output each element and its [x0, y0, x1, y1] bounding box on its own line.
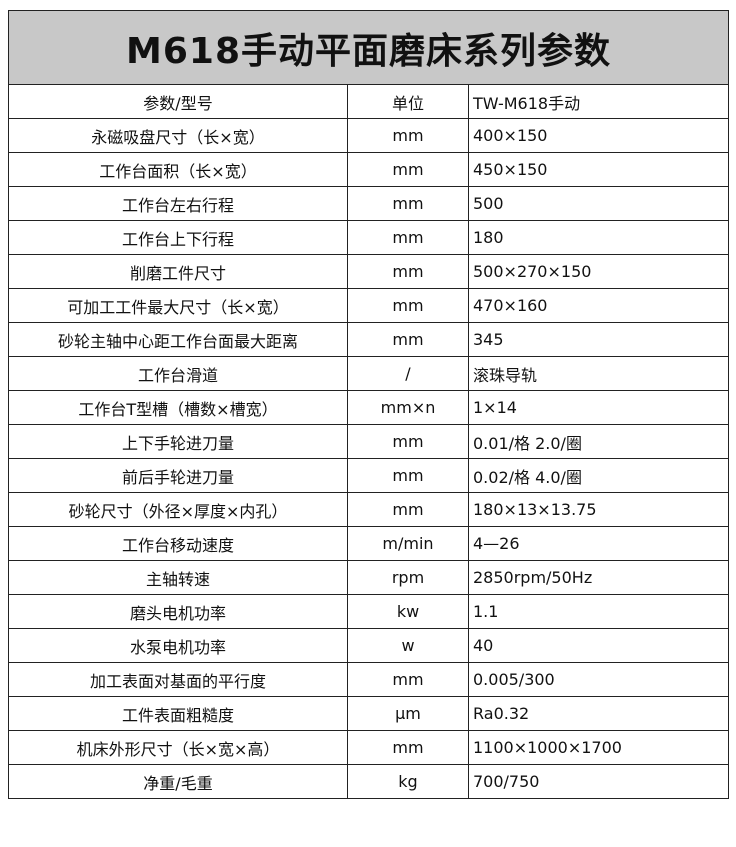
value-cell: 1100×1000×1700 — [467, 730, 730, 765]
title-row: M618手动平面磨床系列参数 — [7, 10, 730, 85]
table-row: 可加工工件最大尺寸（长×宽） mm 470×160 — [8, 288, 730, 323]
page-title: M618手动平面磨床系列参数 — [7, 10, 730, 85]
value-cell: 40 — [467, 628, 730, 663]
value-cell: 500 — [467, 186, 730, 221]
value-cell: 345 — [467, 322, 730, 357]
unit-cell: mm — [347, 254, 469, 289]
value-cell: 1×14 — [467, 390, 730, 425]
param-cell: 上下手轮进刀量 — [8, 424, 348, 459]
param-cell: 工作台滑道 — [8, 356, 348, 391]
param-cell: 水泵电机功率 — [8, 628, 348, 663]
unit-cell: mm — [347, 152, 469, 187]
value-cell: 180×13×13.75 — [467, 492, 730, 527]
header-param: 参数/型号 — [8, 84, 348, 119]
spec-table: M618手动平面磨床系列参数 参数/型号 单位 TW-M618手动 永磁吸盘尺寸… — [7, 10, 730, 799]
value-cell: 700/750 — [467, 764, 730, 799]
value-cell: 180 — [467, 220, 730, 255]
table-row: 主轴转速 rpm 2850rpm/50Hz — [8, 560, 730, 595]
table-row: 工作台T型槽（槽数×槽宽） mm×n 1×14 — [8, 390, 730, 425]
table-row: 工作台滑道 / 滚珠导轨 — [8, 356, 730, 391]
param-cell: 削磨工件尺寸 — [8, 254, 348, 289]
unit-cell: mm×n — [347, 390, 469, 425]
param-cell: 工作台面积（长×宽） — [8, 152, 348, 187]
param-cell: 砂轮尺寸（外径×厚度×内孔） — [8, 492, 348, 527]
param-cell: 工作台左右行程 — [8, 186, 348, 221]
unit-cell: μm — [347, 696, 469, 731]
value-cell: 0.02/格 4.0/圈 — [467, 458, 730, 493]
table-row: 前后手轮进刀量 mm 0.02/格 4.0/圈 — [8, 458, 730, 493]
table-row: 上下手轮进刀量 mm 0.01/格 2.0/圈 — [8, 424, 730, 459]
param-cell: 前后手轮进刀量 — [8, 458, 348, 493]
table-row: 砂轮主轴中心距工作台面最大距离 mm 345 — [8, 322, 730, 357]
value-cell: 1.1 — [467, 594, 730, 629]
table-row: 工作台上下行程 mm 180 — [8, 220, 730, 255]
param-cell: 加工表面对基面的平行度 — [8, 662, 348, 697]
table-row: 砂轮尺寸（外径×厚度×内孔） mm 180×13×13.75 — [8, 492, 730, 527]
unit-cell: mm — [347, 322, 469, 357]
unit-cell: kg — [347, 764, 469, 799]
table-row: 工件表面粗糙度 μm Ra0.32 — [8, 696, 730, 731]
header-model: TW-M618手动 — [467, 84, 730, 119]
param-cell: 主轴转速 — [8, 560, 348, 595]
param-cell: 工件表面粗糙度 — [8, 696, 348, 731]
table-row: 水泵电机功率 w 40 — [8, 628, 730, 663]
table-row: 工作台面积（长×宽） mm 450×150 — [8, 152, 730, 187]
table-row: 工作台移动速度 m/min 4—26 — [8, 526, 730, 561]
table-row: 永磁吸盘尺寸（长×宽） mm 400×150 — [8, 118, 730, 153]
value-cell: 0.005/300 — [467, 662, 730, 697]
table-row: 磨头电机功率 kw 1.1 — [8, 594, 730, 629]
unit-cell: rpm — [347, 560, 469, 595]
param-cell: 可加工工件最大尺寸（长×宽） — [8, 288, 348, 323]
value-cell: 0.01/格 2.0/圈 — [467, 424, 730, 459]
unit-cell: mm — [347, 458, 469, 493]
unit-cell: / — [347, 356, 469, 391]
value-cell: 450×150 — [467, 152, 730, 187]
unit-cell: mm — [347, 424, 469, 459]
unit-cell: mm — [347, 662, 469, 697]
unit-cell: w — [347, 628, 469, 663]
header-row: 参数/型号 单位 TW-M618手动 — [8, 84, 730, 119]
param-cell: 砂轮主轴中心距工作台面最大距离 — [8, 322, 348, 357]
value-cell: Ra0.32 — [467, 696, 730, 731]
value-cell: 滚珠导轨 — [467, 356, 730, 391]
table-row: 净重/毛重 kg 700/750 — [8, 764, 730, 799]
param-cell: 永磁吸盘尺寸（长×宽） — [8, 118, 348, 153]
unit-cell: mm — [347, 220, 469, 255]
param-cell: 机床外形尺寸（长×宽×高） — [8, 730, 348, 765]
table-row: 削磨工件尺寸 mm 500×270×150 — [8, 254, 730, 289]
unit-cell: kw — [347, 594, 469, 629]
table-row: 工作台左右行程 mm 500 — [8, 186, 730, 221]
unit-cell: mm — [347, 492, 469, 527]
table-row: 机床外形尺寸（长×宽×高） mm 1100×1000×1700 — [8, 730, 730, 765]
param-cell: 工作台上下行程 — [8, 220, 348, 255]
param-cell: 工作台移动速度 — [8, 526, 348, 561]
unit-cell: mm — [347, 186, 469, 221]
value-cell: 500×270×150 — [467, 254, 730, 289]
header-unit: 单位 — [347, 84, 469, 119]
unit-cell: mm — [347, 288, 469, 323]
unit-cell: mm — [347, 730, 469, 765]
table-row: 加工表面对基面的平行度 mm 0.005/300 — [8, 662, 730, 697]
param-cell: 净重/毛重 — [8, 764, 348, 799]
value-cell: 400×150 — [467, 118, 730, 153]
value-cell: 2850rpm/50Hz — [467, 560, 730, 595]
param-cell: 磨头电机功率 — [8, 594, 348, 629]
unit-cell: m/min — [347, 526, 469, 561]
unit-cell: mm — [347, 118, 469, 153]
value-cell: 470×160 — [467, 288, 730, 323]
value-cell: 4—26 — [467, 526, 730, 561]
param-cell: 工作台T型槽（槽数×槽宽） — [8, 390, 348, 425]
